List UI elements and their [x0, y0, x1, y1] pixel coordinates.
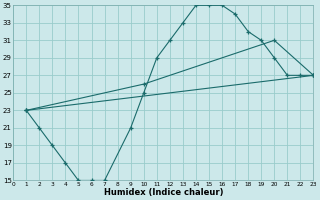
- X-axis label: Humidex (Indice chaleur): Humidex (Indice chaleur): [104, 188, 223, 197]
